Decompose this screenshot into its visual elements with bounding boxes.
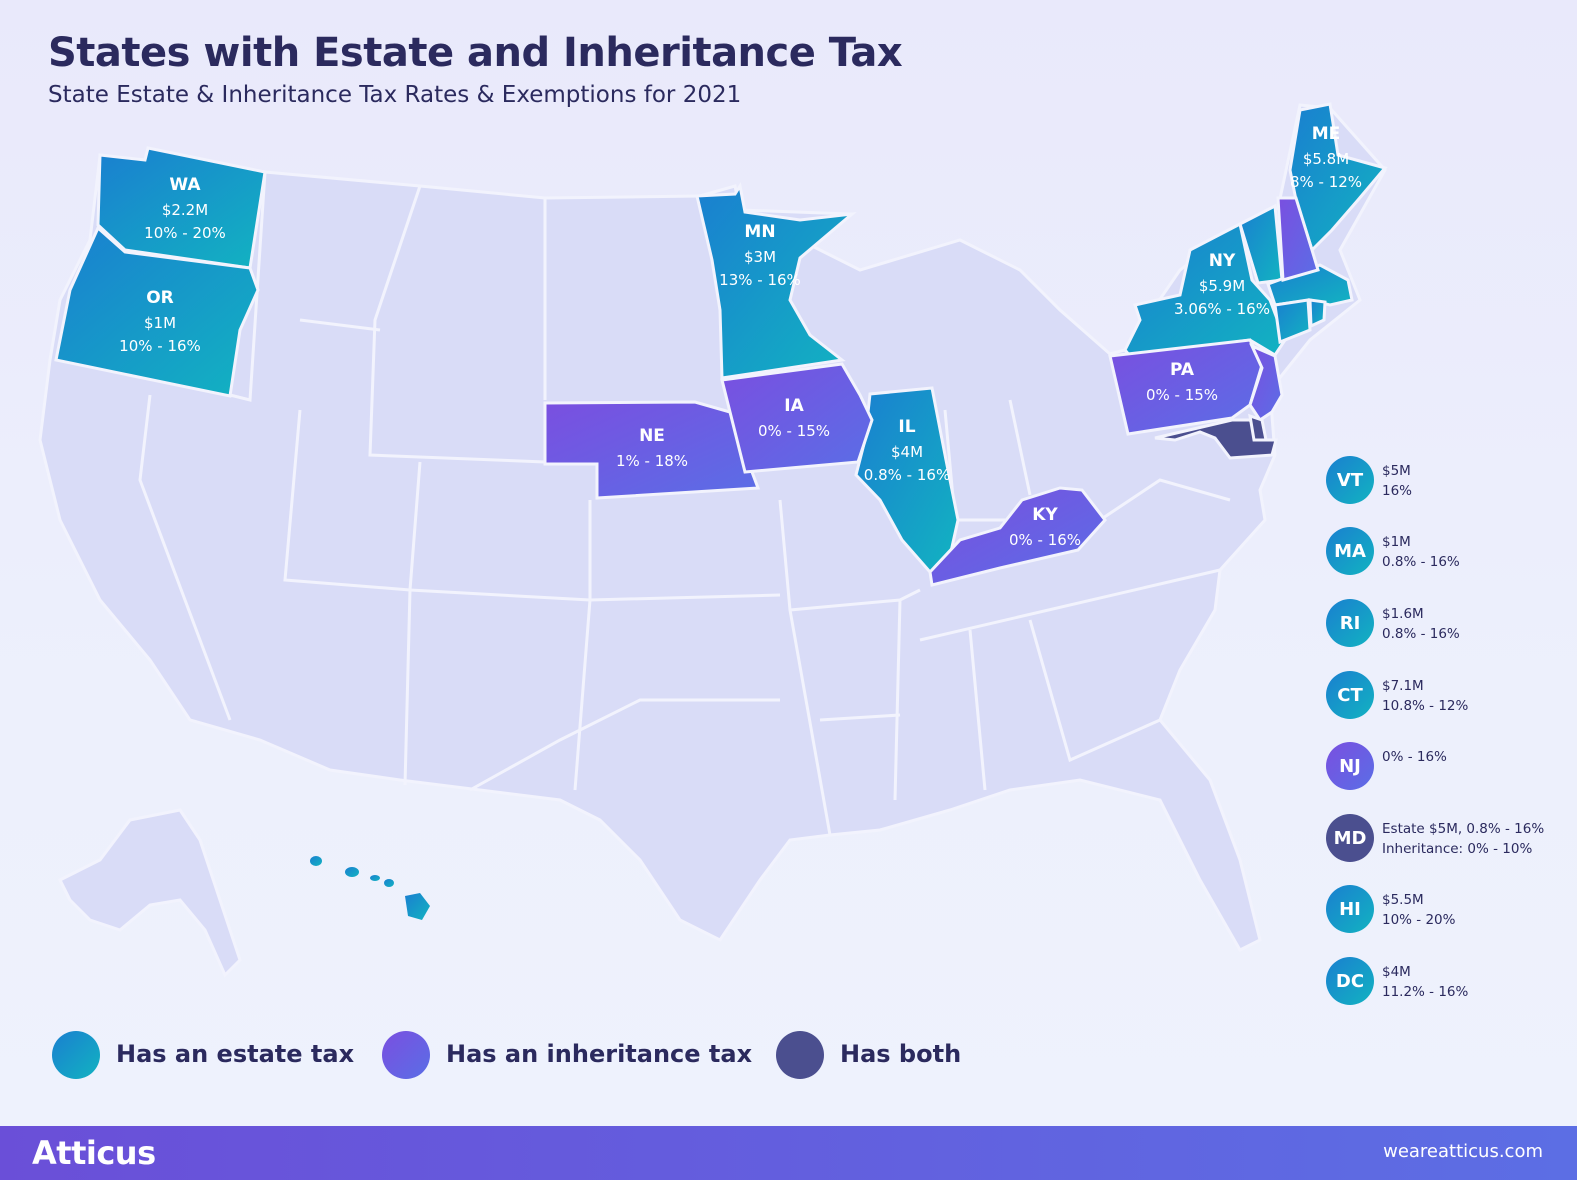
state-shape-ky (928, 486, 1107, 587)
state-badge: MD (1326, 814, 1374, 862)
label-ny: NY $5.9M 3.06% - 16% (1174, 251, 1270, 318)
label-pa: PA 0% - 15% (1146, 360, 1218, 404)
state-borders (138, 171, 1231, 836)
state-shape-me (1288, 102, 1388, 253)
state-shape-ne (543, 400, 761, 500)
legend-swatch (776, 1031, 824, 1079)
website-link[interactable]: weareatticus.com (1383, 1141, 1543, 1162)
us-map: WA $2.2M 10% - 20% OR $1M 10% - 16% MN $3M 13%… (38, 102, 1388, 978)
state-shape-nj (1248, 343, 1284, 423)
state-shape-ct (1273, 298, 1312, 345)
state-detail: 0% - 16% (1382, 749, 1447, 765)
label-ne: NE 1% - 18% (616, 426, 688, 470)
state-shape-or (54, 225, 260, 398)
legend-label: Has both (840, 1040, 962, 1068)
state-shape-md (1154, 418, 1278, 460)
map-labels: WA $2.2M 10% - 20% OR $1M 10% - 16% MN $3M 13%… (119, 124, 1362, 549)
state-shape-de (1248, 413, 1268, 442)
state-detail: $4M 11.2% - 16% (1382, 964, 1469, 1000)
state-shape-ia (720, 362, 874, 474)
label-me: ME $5.8M 8% - 12% (1290, 124, 1362, 191)
state-shape-mn (695, 181, 857, 380)
label-wa: WA $2.2M 10% - 20% (144, 175, 226, 242)
state-badge: DC (1326, 957, 1374, 1005)
state-badge: MA (1326, 527, 1374, 575)
state-badge: NJ (1326, 742, 1374, 790)
state-detail: $1.6M 0.8% - 16% (1382, 606, 1460, 642)
legend-label: Has an inheritance tax (446, 1040, 753, 1068)
state-badge: VT (1326, 456, 1374, 504)
alaska-shape (57, 808, 242, 978)
side-item-ct: CT $7.1M 10.8% - 12% (1326, 671, 1566, 721)
state-detail: $7.1M 10.8% - 12% (1382, 678, 1469, 714)
legend-swatch (382, 1031, 430, 1079)
label-ky: KY 0% - 16% (1009, 505, 1081, 549)
hawaii-shape (310, 856, 430, 920)
state-badge: HI (1326, 885, 1374, 933)
side-item-ma: MA $1M 0.8% - 16% (1326, 527, 1566, 577)
legend-label: Has an estate tax (116, 1040, 355, 1068)
label-mn: MN $3M 13% - 16% (719, 222, 801, 289)
map-legend: Has an estate tax Has an inheritance tax… (0, 1031, 1000, 1081)
state-badge: RI (1326, 599, 1374, 647)
side-item-ri: RI $1.6M 0.8% - 16% (1326, 599, 1566, 649)
label-or: OR $1M 10% - 16% (119, 288, 201, 355)
state-shape-wa (96, 146, 267, 270)
state-detail: $5.5M 10% - 20% (1382, 892, 1456, 928)
side-item-dc: DC $4M 11.2% - 16% (1326, 957, 1566, 1007)
label-ia: IA 0% - 15% (758, 396, 830, 440)
brand-logo[interactable]: Atticus (32, 1134, 156, 1172)
page-subtitle: State Estate & Inheritance Tax Rates & E… (48, 82, 742, 108)
state-detail: $1M 0.8% - 16% (1382, 534, 1460, 570)
state-detail: Estate $5M, 0.8% - 16% Inheritance: 0% - … (1382, 821, 1545, 857)
page-title: States with Estate and Inheritance Tax (48, 30, 903, 76)
label-il: IL $4M 0.8% - 16% (864, 417, 950, 484)
side-item-md: MD Estate $5M, 0.8% - 16% Inheritance: 0%… (1326, 814, 1566, 864)
state-shape-nh (1276, 196, 1320, 282)
legend-swatch (52, 1031, 100, 1079)
side-item-hi: HI $5.5M 10% - 20% (1326, 885, 1566, 935)
footer-bar: Atticus weareatticus.com (0, 1126, 1577, 1180)
state-badge: CT (1326, 671, 1374, 719)
state-shape-ri (1308, 298, 1327, 329)
state-detail: $5M 16% (1382, 463, 1413, 499)
side-item-vt: VT $5M 16% (1326, 456, 1566, 506)
side-item-nj: NJ 0% - 16% (1326, 742, 1566, 792)
